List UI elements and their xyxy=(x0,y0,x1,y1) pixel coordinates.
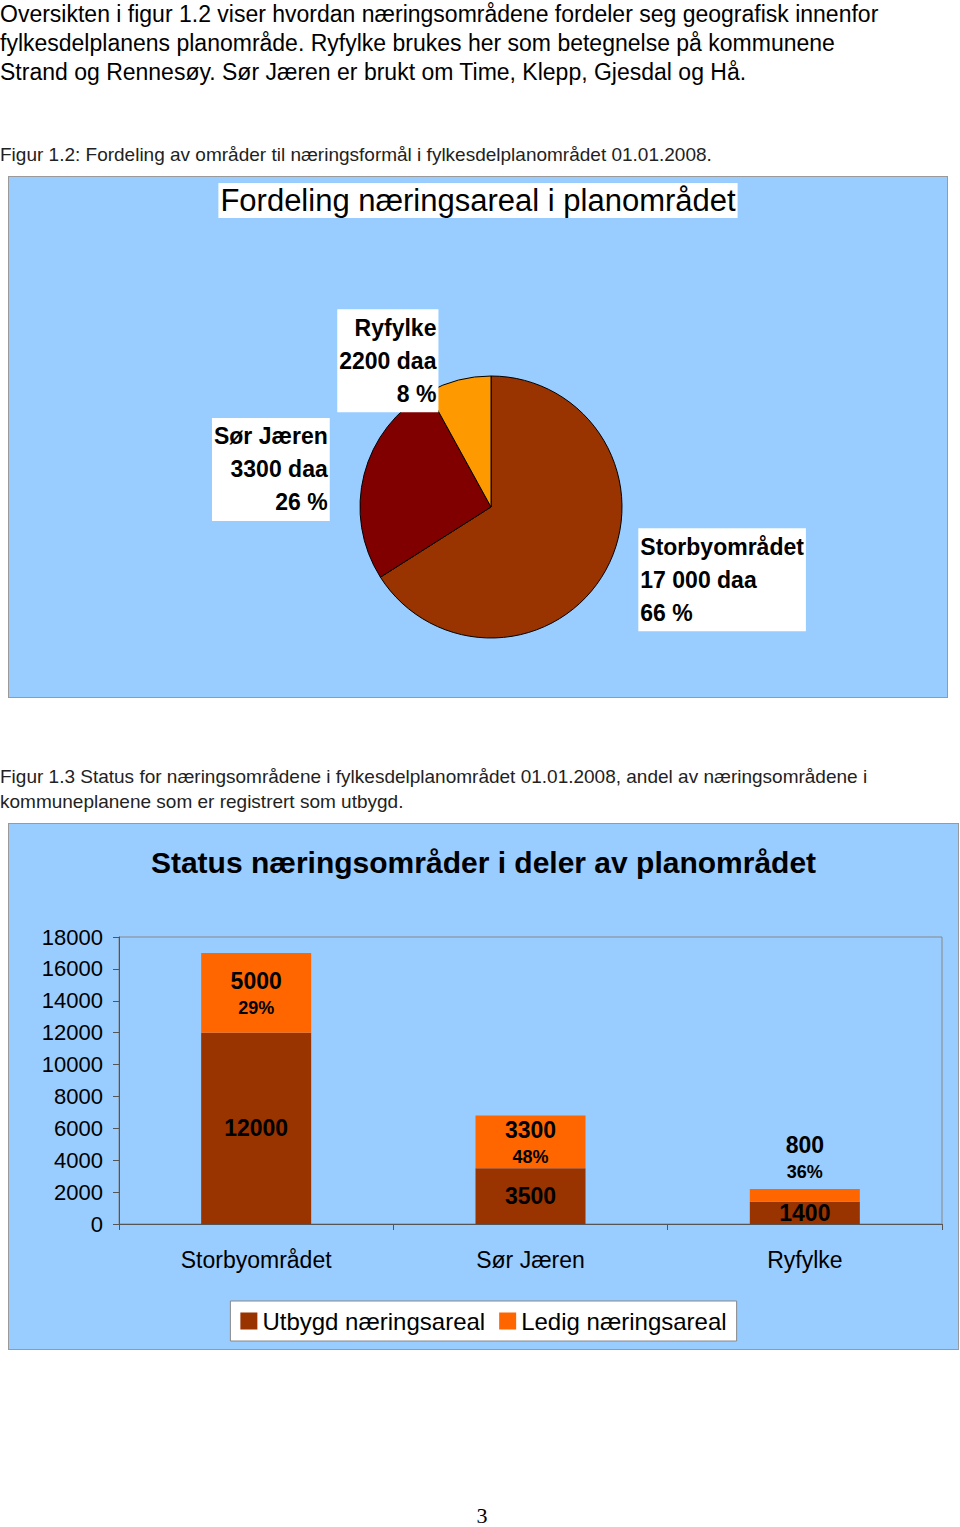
html-text:Figur 1.2: Fordeling av område: Figur 1.2: Fordeling av områder til næri… xyxy=(0,144,712,165)
svg-text:2200 daa: 2200 daa xyxy=(339,348,436,374)
svg-text:26 %: 26 % xyxy=(275,489,327,515)
svg-text:0: 0 xyxy=(91,1212,103,1237)
svg-text:Utbygd næringsareal: Utbygd næringsareal xyxy=(262,1308,485,1335)
svg-text:Fordeling næringsareal i plano: Fordeling næringsareal i planområdet xyxy=(220,183,736,218)
svg-text:4000: 4000 xyxy=(54,1148,103,1173)
svg-text:3300: 3300 xyxy=(505,1117,556,1143)
svg-text:12000: 12000 xyxy=(42,1020,103,1045)
svg-text:3500: 3500 xyxy=(505,1183,556,1209)
svg-text:3300 daa: 3300 daa xyxy=(231,456,328,482)
svg-text:Ryfylke: Ryfylke xyxy=(767,1247,842,1273)
svg-text:Storbyområdet: Storbyområdet xyxy=(640,534,804,560)
svg-text:66 %: 66 % xyxy=(640,600,692,626)
svg-text:36%: 36% xyxy=(787,1162,823,1182)
svg-text:Storbyområdet: Storbyområdet xyxy=(181,1247,332,1273)
svg-text:17 000 daa: 17 000 daa xyxy=(640,567,757,593)
svg-text:Sør Jæren: Sør Jæren xyxy=(214,423,328,449)
svg-text:Status næringsområder i deler: Status næringsområder i deler av planomr… xyxy=(151,846,816,879)
svg-text:12000: 12000 xyxy=(224,1115,288,1141)
svg-text:10000: 10000 xyxy=(42,1052,103,1077)
html-text:3: 3 xyxy=(476,1503,488,1527)
svg-text:1400: 1400 xyxy=(779,1200,830,1226)
svg-text:8 %: 8 % xyxy=(397,381,437,407)
html-text:Figur 1.3 Status for næringsom: Figur 1.3 Status for næringsområdene i f… xyxy=(0,766,868,812)
svg-text:2000: 2000 xyxy=(54,1180,103,1205)
svg-text:48%: 48% xyxy=(512,1147,548,1167)
svg-text:800: 800 xyxy=(786,1132,824,1158)
svg-text:Ryfylke: Ryfylke xyxy=(355,315,437,341)
svg-text:8000: 8000 xyxy=(54,1084,103,1109)
svg-text:18000: 18000 xyxy=(42,925,103,950)
svg-text:29%: 29% xyxy=(238,998,274,1018)
svg-text:14000: 14000 xyxy=(42,988,103,1013)
svg-text:Ledig næringsareal: Ledig næringsareal xyxy=(521,1308,726,1335)
svg-text:6000: 6000 xyxy=(54,1116,103,1141)
svg-text:16000: 16000 xyxy=(42,956,103,981)
html-text:Oversikten i figur 1.2 viser h: Oversikten i figur 1.2 viser hvordan nær… xyxy=(0,1,879,85)
svg-text:Sør Jæren: Sør Jæren xyxy=(476,1247,585,1273)
svg-text:5000: 5000 xyxy=(231,968,282,994)
